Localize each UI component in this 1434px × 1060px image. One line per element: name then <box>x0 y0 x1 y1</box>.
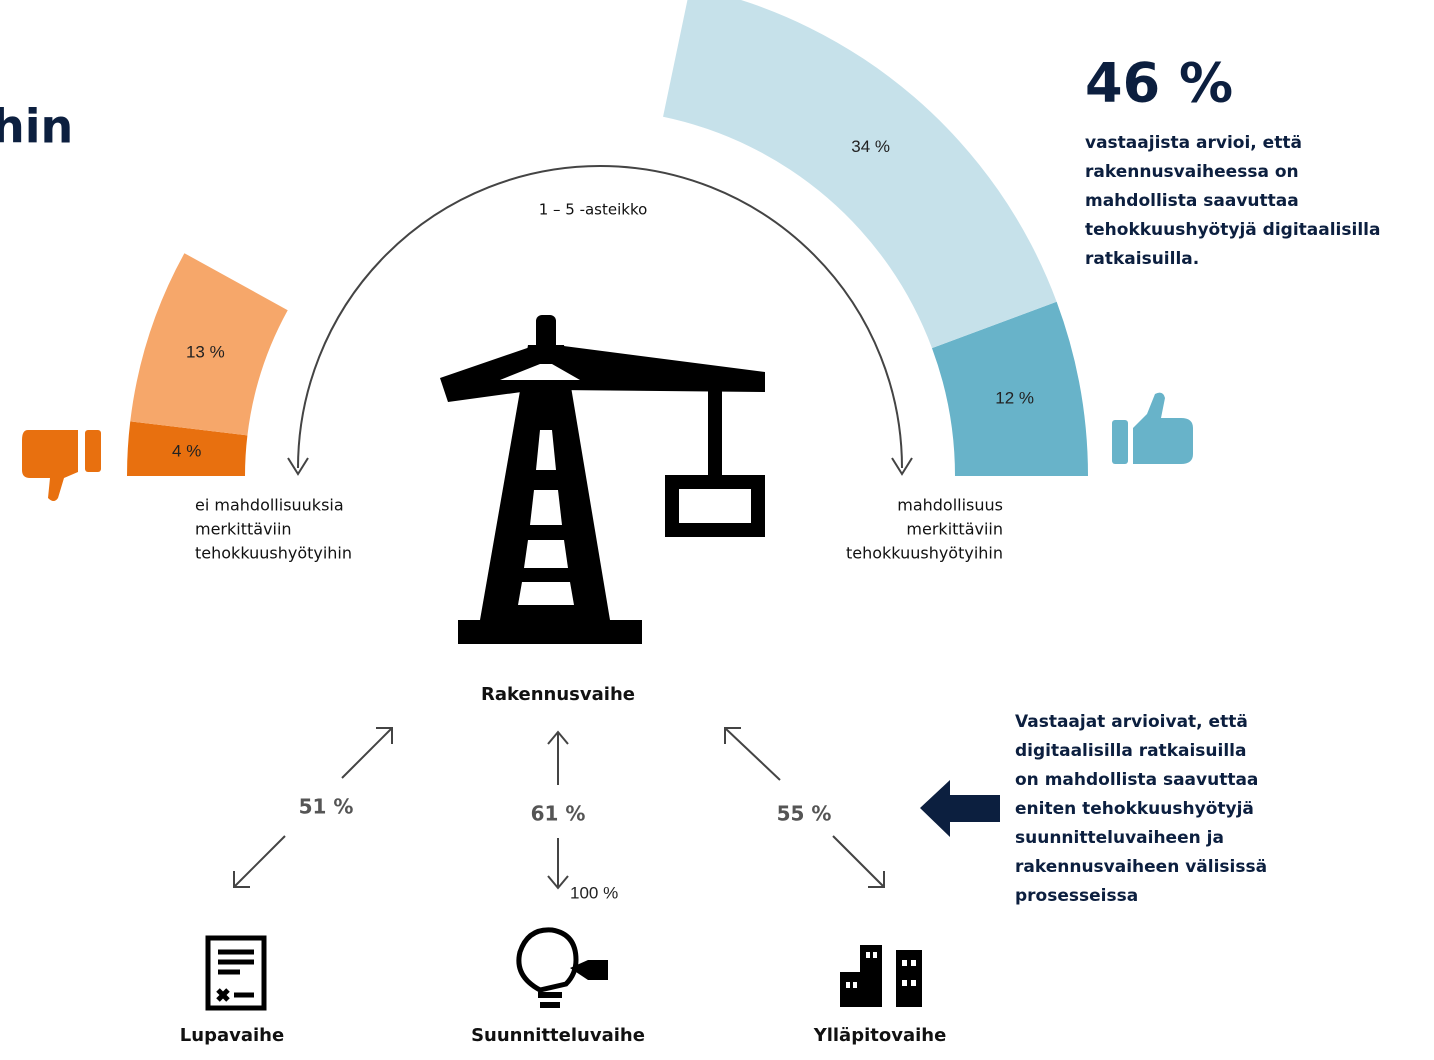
text-line: mahdollista saavuttaa <box>1085 191 1299 211</box>
infographic: hin 1 – 5 -asteikko Rakennusvaihe 51 % <box>0 0 1434 1060</box>
text-line: tehokkuushyötyihin <box>846 544 1003 563</box>
phase-label: Ylläpitovaihe <box>813 1025 947 1046</box>
link-label: 61 % <box>531 802 586 826</box>
text-line: mahdollisuus <box>897 496 1003 515</box>
segment-label: 12 % <box>995 389 1034 408</box>
text-line: ei mahdollisuuksia <box>195 496 344 515</box>
permit-icon <box>208 938 264 1008</box>
scale-label: 1 – 5 -asteikko <box>539 201 648 219</box>
highlight-value: 46 % <box>1085 52 1233 115</box>
text-line: tehokkuushyötyjä digitaalisilla <box>1085 220 1380 240</box>
extra-label: 100 % <box>570 883 618 902</box>
segment-label: 34 % <box>851 137 890 156</box>
link-label: 55 % <box>777 802 832 826</box>
text-line: suunnitteluvaiheen ja <box>1015 828 1224 848</box>
gauge-segment <box>663 0 1057 348</box>
text-line: on mahdollista saavuttaa <box>1015 770 1258 790</box>
heading: hin <box>0 100 73 154</box>
thumb-up-icon <box>1112 393 1193 464</box>
segment-label: 13 % <box>186 342 225 361</box>
text-line: digitaalisilla ratkaisuilla <box>1015 741 1246 761</box>
idea-icon <box>519 930 608 1008</box>
text-line: eniten tehokkuushyötyjä <box>1015 799 1254 819</box>
note-arrow <box>920 780 1000 837</box>
phase-label: Lupavaihe <box>180 1025 284 1046</box>
center-phase: Rakennusvaihe <box>481 684 635 705</box>
text-line: ratkaisuilla. <box>1085 249 1199 269</box>
text-line: tehokkuushyötyihin <box>195 544 352 563</box>
text-line: merkittäviin <box>195 520 292 539</box>
segment-label: 4 % <box>172 442 201 461</box>
thumb-down-icon <box>22 430 101 501</box>
text-line: rakennusvaiheen välisissä <box>1015 857 1267 877</box>
text-line: vastaajista arvioi, että <box>1085 133 1302 153</box>
text-line: rakennusvaiheessa on <box>1085 162 1299 182</box>
text-line: Vastaajat arvioivat, että <box>1015 712 1248 732</box>
buildings-icon <box>840 945 922 1007</box>
phase-label: Suunnitteluvaihe <box>471 1025 645 1046</box>
link-label: 51 % <box>299 795 354 819</box>
text-line: merkittäviin <box>906 520 1003 539</box>
crane-icon <box>440 315 765 644</box>
text-line: prosesseissa <box>1015 886 1138 906</box>
